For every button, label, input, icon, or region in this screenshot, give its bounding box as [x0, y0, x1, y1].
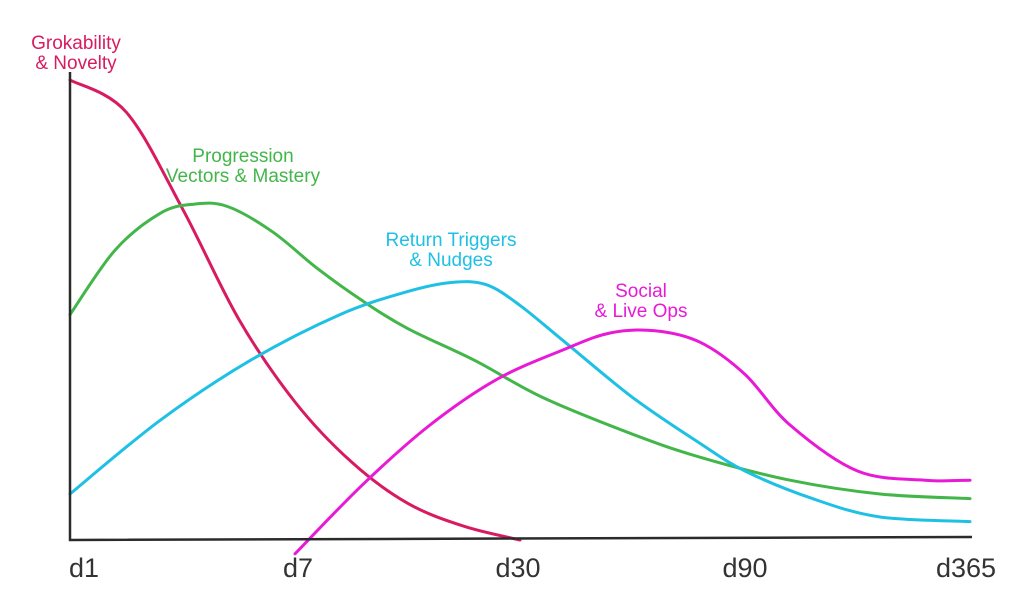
series-label-line: Grokability — [31, 33, 121, 54]
x-tick-label: d90 — [722, 553, 767, 583]
series-label-line: Progression — [192, 146, 293, 167]
series-label-social-and-live-ops: Social & Live Ops — [595, 281, 688, 322]
series-line-grokability-and-novelty — [68, 78, 522, 542]
series-layer — [68, 78, 972, 556]
series-label-layer: Grokability & Novelty Progression Vectors &… — [31, 33, 687, 322]
series-line-progression-vectors-and-mastery — [68, 201, 972, 501]
series-line-return-triggers-and-nudges — [68, 280, 972, 524]
x-tick-label: d1 — [69, 553, 99, 583]
x-tick-label: d30 — [495, 553, 540, 583]
x-tick-label: d7 — [283, 553, 313, 583]
series-label-grokability-and-novelty: Grokability & Novelty — [31, 33, 121, 74]
series-label-line: Return Triggers — [386, 230, 517, 251]
series-label-return-triggers-and-nudges: Return Triggers & Nudges — [386, 230, 517, 271]
x-tick-label: d365 — [936, 553, 996, 583]
series-label-line: Social — [615, 281, 667, 302]
x-tick-label-layer: d1 d7 d30 d90 d365 — [69, 553, 996, 583]
series-label-line: & Live Ops — [595, 301, 688, 322]
series-label-progression-vectors-and-mastery: Progression Vectors & Mastery — [166, 146, 321, 187]
series-label-line: & Novelty — [35, 53, 117, 74]
series-label-line: Vectors & Mastery — [166, 166, 321, 187]
axis-layer — [68, 72, 973, 542]
axes-frame — [68, 72, 973, 542]
series-line-social-and-live-ops — [293, 328, 972, 556]
series-label-line: & Nudges — [409, 250, 492, 271]
